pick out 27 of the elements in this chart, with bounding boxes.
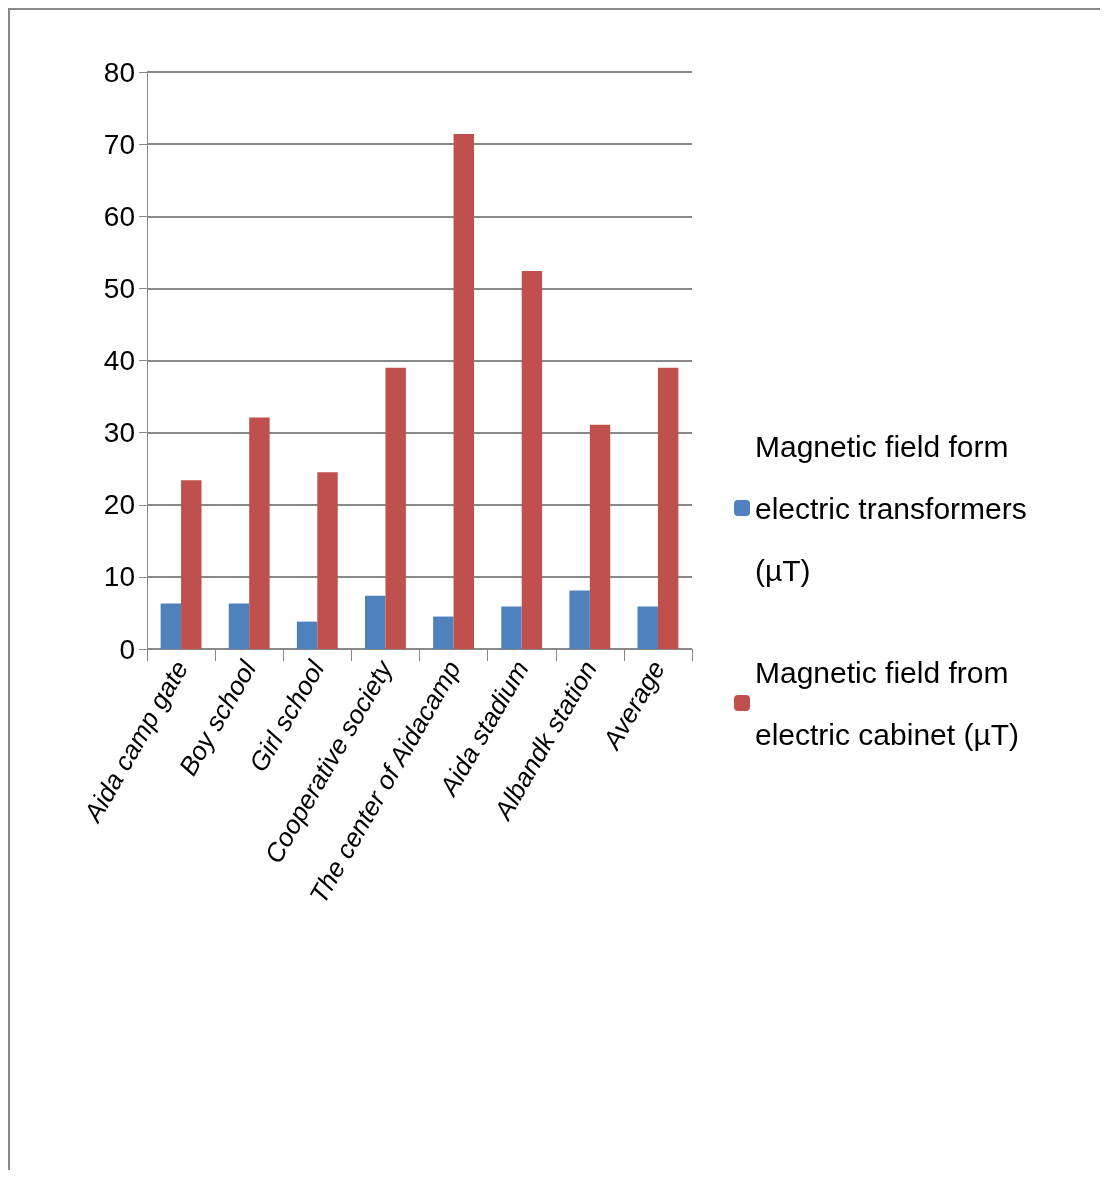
- legend-label: Magnetic field from electric cabinet (µT): [755, 655, 1020, 751]
- y-tick-label: 0: [119, 633, 135, 665]
- bar: [501, 606, 522, 649]
- bar: [657, 367, 679, 649]
- y-tick-label: 80: [103, 56, 135, 88]
- y-tick-label: 20: [103, 489, 135, 521]
- bar: [385, 367, 406, 649]
- bar: [160, 603, 182, 649]
- y-tick-label: 30: [103, 417, 135, 449]
- y-tick-label: 70: [103, 128, 135, 160]
- bar: [521, 271, 543, 649]
- bar: [433, 616, 454, 649]
- bar: [296, 621, 318, 649]
- y-tick-label: 50: [103, 272, 135, 304]
- bar: [317, 472, 338, 649]
- y-tick-label: 10: [103, 561, 135, 593]
- y-tick-label: 60: [103, 200, 135, 232]
- y-tick-label: 40: [103, 345, 135, 376]
- legend-label: Magnetic field form electric transformers (µT): [755, 429, 1036, 587]
- bar: [637, 606, 658, 649]
- bar: [228, 603, 250, 649]
- bar: [365, 595, 386, 649]
- bar: [249, 417, 270, 649]
- bar: [453, 134, 474, 649]
- bar: [569, 590, 590, 649]
- bar: [181, 480, 202, 649]
- bar: [589, 424, 611, 649]
